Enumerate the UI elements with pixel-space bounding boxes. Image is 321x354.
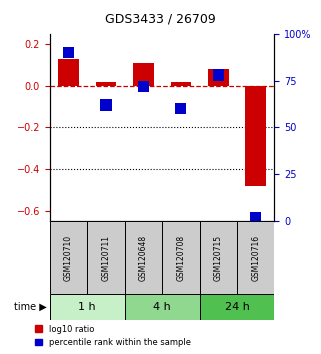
Text: GSM120715: GSM120715 [214,234,223,281]
Bar [138,80,149,92]
Bar [170,81,191,86]
Bar [250,212,261,223]
Text: GSM120648: GSM120648 [139,234,148,281]
Text: 24 h: 24 h [225,302,249,312]
FancyBboxPatch shape [162,221,200,294]
Bar [100,99,112,110]
FancyBboxPatch shape [87,221,125,294]
Text: 4 h: 4 h [153,302,171,312]
Text: GDS3433 / 26709: GDS3433 / 26709 [105,12,216,25]
Text: GSM120708: GSM120708 [176,234,185,281]
Legend: log10 ratio, percentile rank within the sample: log10 ratio, percentile rank within the … [35,325,191,347]
Text: time ▶: time ▶ [14,302,47,312]
FancyBboxPatch shape [237,221,274,294]
Text: GSM120716: GSM120716 [251,234,260,281]
Text: GSM120710: GSM120710 [64,234,73,281]
Bar [213,69,224,80]
FancyBboxPatch shape [50,221,87,294]
Bar [63,47,74,58]
Bar [175,103,187,114]
Bar [96,81,116,86]
FancyBboxPatch shape [200,221,237,294]
Bar [133,63,154,86]
FancyBboxPatch shape [200,294,274,320]
Bar [58,59,79,86]
Text: 1 h: 1 h [78,302,96,312]
Bar [208,69,229,86]
FancyBboxPatch shape [125,294,200,320]
Bar [246,86,266,186]
Text: GSM120711: GSM120711 [101,235,110,280]
FancyBboxPatch shape [125,221,162,294]
FancyBboxPatch shape [50,294,125,320]
